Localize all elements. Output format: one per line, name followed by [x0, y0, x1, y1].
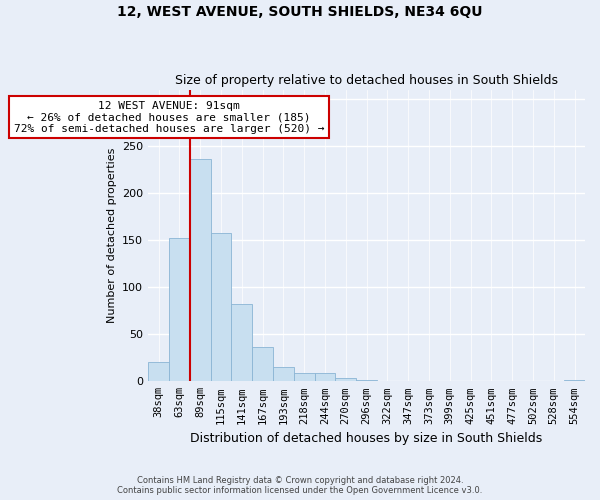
Bar — [232, 304, 252, 382]
Bar — [294, 373, 314, 382]
Bar — [148, 362, 169, 382]
Bar — [252, 348, 273, 382]
Bar — [564, 380, 585, 382]
Bar — [169, 238, 190, 382]
Text: 12, WEST AVENUE, SOUTH SHIELDS, NE34 6QU: 12, WEST AVENUE, SOUTH SHIELDS, NE34 6QU — [117, 5, 483, 19]
X-axis label: Distribution of detached houses by size in South Shields: Distribution of detached houses by size … — [190, 432, 542, 445]
Text: 12 WEST AVENUE: 91sqm
← 26% of detached houses are smaller (185)
72% of semi-det: 12 WEST AVENUE: 91sqm ← 26% of detached … — [14, 101, 324, 134]
Bar — [356, 380, 377, 382]
Title: Size of property relative to detached houses in South Shields: Size of property relative to detached ho… — [175, 74, 558, 87]
Text: Contains HM Land Registry data © Crown copyright and database right 2024.
Contai: Contains HM Land Registry data © Crown c… — [118, 476, 482, 495]
Bar — [211, 232, 232, 382]
Bar — [335, 378, 356, 382]
Y-axis label: Number of detached properties: Number of detached properties — [107, 148, 116, 323]
Bar — [314, 373, 335, 382]
Bar — [190, 159, 211, 382]
Bar — [273, 367, 294, 382]
